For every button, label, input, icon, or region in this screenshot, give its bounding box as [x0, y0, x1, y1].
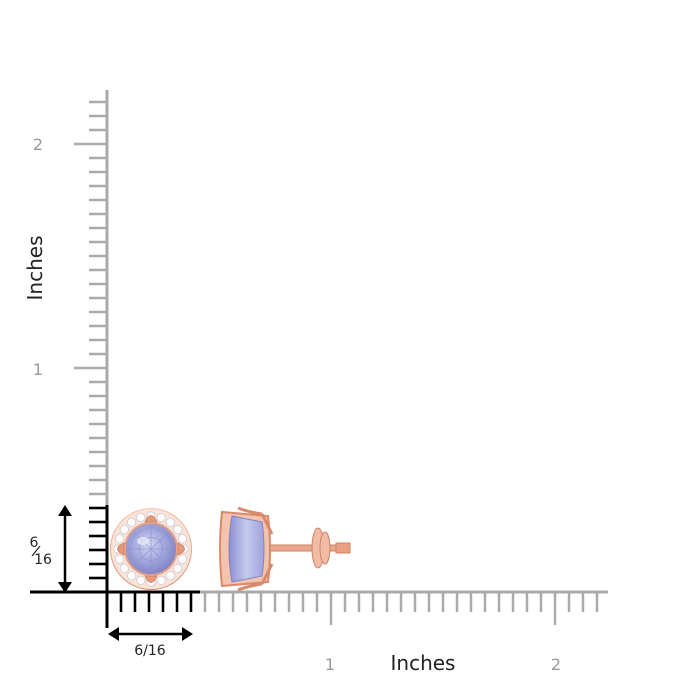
- size-indicator-rulers: [30, 505, 200, 628]
- horizontal-size-label: 6/16: [134, 643, 166, 659]
- halo-diamond: [115, 534, 125, 544]
- halo-diamond: [119, 525, 129, 535]
- halo-diamond: [177, 534, 187, 544]
- y-tick-label-2: 2: [33, 135, 43, 154]
- halo-diamond: [115, 554, 125, 564]
- halo-diamond: [173, 563, 183, 573]
- vertical-size-arrow: [58, 505, 72, 593]
- halo-diamond: [127, 571, 137, 581]
- earring-side-view-icon: [219, 506, 351, 592]
- y-tick-label-1: 1: [33, 360, 43, 379]
- halo-diamond: [156, 513, 166, 523]
- vertical-size-denominator: 16: [34, 552, 52, 568]
- y-axis-title: Inches: [23, 236, 47, 301]
- halo-diamond: [127, 517, 137, 527]
- vertical-size-numerator: 6: [30, 535, 39, 551]
- x-tick-label-2: 2: [551, 655, 561, 674]
- vertical-size-fraction-slash: [31, 545, 41, 557]
- halo-diamond: [165, 571, 175, 581]
- earring-front-view-icon: [110, 508, 192, 590]
- halo-diamond: [173, 525, 183, 535]
- halo-diamond: [119, 563, 129, 573]
- halo-diamond: [165, 517, 175, 527]
- halo-diamond: [136, 513, 146, 523]
- horizontal-size-arrow: [108, 627, 193, 641]
- x-tick-label-1: 1: [325, 655, 335, 674]
- vertical-ruler: [74, 90, 109, 592]
- halo-diamond: [156, 575, 166, 585]
- halo-diamond: [136, 575, 146, 585]
- x-axis-title: Inches: [391, 651, 456, 675]
- halo-diamond: [177, 554, 187, 564]
- horizontal-ruler: [107, 590, 608, 625]
